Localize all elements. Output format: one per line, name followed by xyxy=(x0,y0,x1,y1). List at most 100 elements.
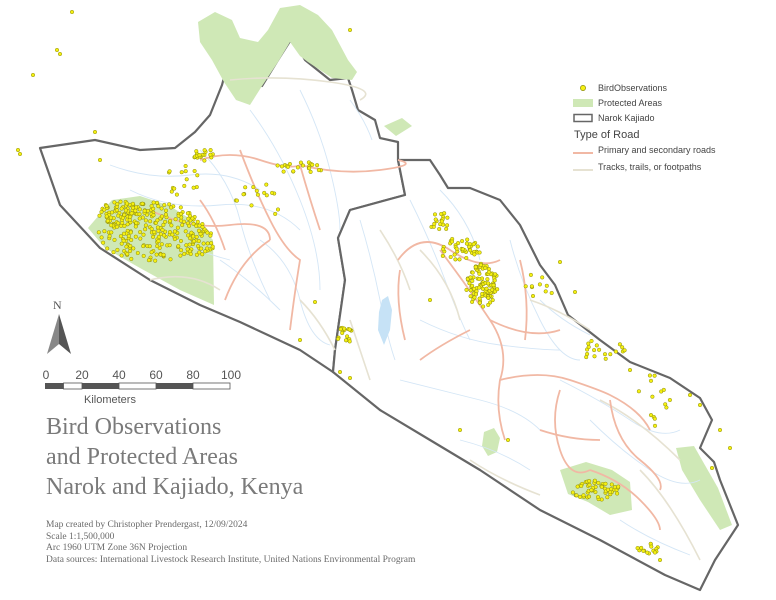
bird-observation-point xyxy=(133,234,138,239)
bird-observation-point xyxy=(605,495,610,500)
bird-observation-point xyxy=(137,216,142,221)
bird-observation-point xyxy=(178,238,184,244)
bird-observation-point xyxy=(124,244,129,249)
bird-observation-point xyxy=(138,230,143,235)
bird-observation-point xyxy=(99,209,104,214)
bird-observation-point xyxy=(184,177,189,182)
credit-scale: Scale 1:1,500,000 xyxy=(46,531,115,542)
bird-observation-point xyxy=(168,218,173,223)
bird-observation-point xyxy=(125,252,130,257)
bird-observation-point xyxy=(449,239,455,244)
bird-observation-point xyxy=(347,375,353,381)
bird-observation-point xyxy=(249,203,254,208)
bird-observation-point xyxy=(477,250,482,255)
bird-observation-point xyxy=(570,490,575,495)
bird-observation-point xyxy=(490,287,495,292)
bird-observation-point xyxy=(495,287,500,292)
bird-observation-point xyxy=(477,300,482,305)
bird-observation-point xyxy=(141,253,146,258)
bird-observation-point xyxy=(130,201,135,206)
bird-observation-point xyxy=(128,248,133,254)
bird-observation-point xyxy=(648,378,654,383)
bird-observation-point xyxy=(234,198,239,203)
bird-observation-point xyxy=(635,546,640,551)
bird-observation-point xyxy=(456,241,461,246)
bird-observation-point xyxy=(275,163,280,168)
bird-observation-point xyxy=(596,480,601,485)
bird-observation-point xyxy=(337,369,343,375)
primary-roads xyxy=(149,149,662,531)
bird-observation-point xyxy=(608,352,613,357)
bird-observation-point xyxy=(254,188,259,193)
bird-observation-point xyxy=(273,211,278,216)
bird-observation-point xyxy=(530,293,536,299)
bird-observation-point xyxy=(143,227,148,232)
bird-observation-point xyxy=(208,233,213,238)
bird-symbol-icon xyxy=(572,82,594,94)
bird-observation-point xyxy=(491,283,496,288)
bird-observation-point xyxy=(154,252,159,257)
bird-observation-point xyxy=(54,47,60,53)
bird-observation-point xyxy=(477,285,482,290)
boundary-swatch-icon xyxy=(572,112,594,124)
bird-observation-point xyxy=(172,186,177,191)
bird-observation-point xyxy=(661,387,666,392)
bird-observation-point xyxy=(167,202,172,207)
bird-observation-point xyxy=(572,289,578,295)
bird-observation-point xyxy=(647,373,652,378)
credit-projection: Arc 1960 UTM Zone 36N Projection xyxy=(46,543,188,553)
bird-observation-point xyxy=(138,236,143,241)
bird-observation-point xyxy=(347,339,352,344)
bird-observation-point xyxy=(493,272,498,277)
bird-observation-point xyxy=(609,486,614,492)
legend-road-heading: Type of Road xyxy=(574,129,640,141)
bird-observation-point xyxy=(115,224,120,229)
legend-label-boundary: Narok Kajiado xyxy=(598,112,655,123)
bird-observation-point xyxy=(439,211,444,217)
tracks-trails xyxy=(149,77,701,561)
bird-observation-point xyxy=(279,164,285,169)
bird-observation-point xyxy=(445,223,450,228)
bird-observation-point xyxy=(636,389,641,394)
bird-observation-point xyxy=(102,229,107,234)
bird-observation-point xyxy=(243,185,248,190)
bird-observation-point xyxy=(185,247,190,252)
bird-observation-point xyxy=(264,193,269,198)
bird-observation-point xyxy=(191,185,196,190)
map-title-line: Narok and Kajiado, Kenya xyxy=(46,474,304,500)
bird-observation-point xyxy=(586,494,592,499)
bird-observation-point xyxy=(188,251,193,257)
bird-observation-point xyxy=(585,351,590,357)
bird-observation-point xyxy=(649,544,654,549)
bird-observation-point xyxy=(345,334,350,339)
bird-observation-point xyxy=(195,244,201,249)
bird-observation-point xyxy=(160,227,165,233)
bird-observation-point xyxy=(196,228,202,233)
bird-observation-point xyxy=(159,206,164,211)
bird-observation-point xyxy=(187,223,192,228)
bird-observation-point xyxy=(285,164,290,169)
bird-observation-point xyxy=(599,484,604,489)
bird-observation-point xyxy=(143,223,148,228)
bird-observation-point xyxy=(104,214,109,219)
bird-observation-point xyxy=(523,284,528,289)
bird-observation-point xyxy=(105,246,110,251)
bird-observation-point xyxy=(589,488,594,493)
bird-observation-point xyxy=(622,348,627,353)
bird-observation-point xyxy=(200,224,205,230)
bird-observation-point xyxy=(603,356,608,361)
lake-magadi xyxy=(378,296,392,345)
bird-observation-point xyxy=(134,220,139,226)
bird-observation-point xyxy=(105,218,110,223)
bird-observation-point xyxy=(190,216,195,221)
bird-observation-point xyxy=(595,495,601,500)
bird-observation-point xyxy=(291,169,296,174)
bird-observation-point xyxy=(295,165,300,170)
legend-label-primary-road: Primary and secondary roads xyxy=(598,145,716,155)
bird-observation-point xyxy=(167,169,172,174)
bird-observation-point xyxy=(195,219,200,224)
bird-observation-point xyxy=(162,202,167,208)
bird-observation-point xyxy=(198,231,203,236)
bird-observation-point xyxy=(481,304,486,309)
bird-observation-point xyxy=(155,244,160,249)
